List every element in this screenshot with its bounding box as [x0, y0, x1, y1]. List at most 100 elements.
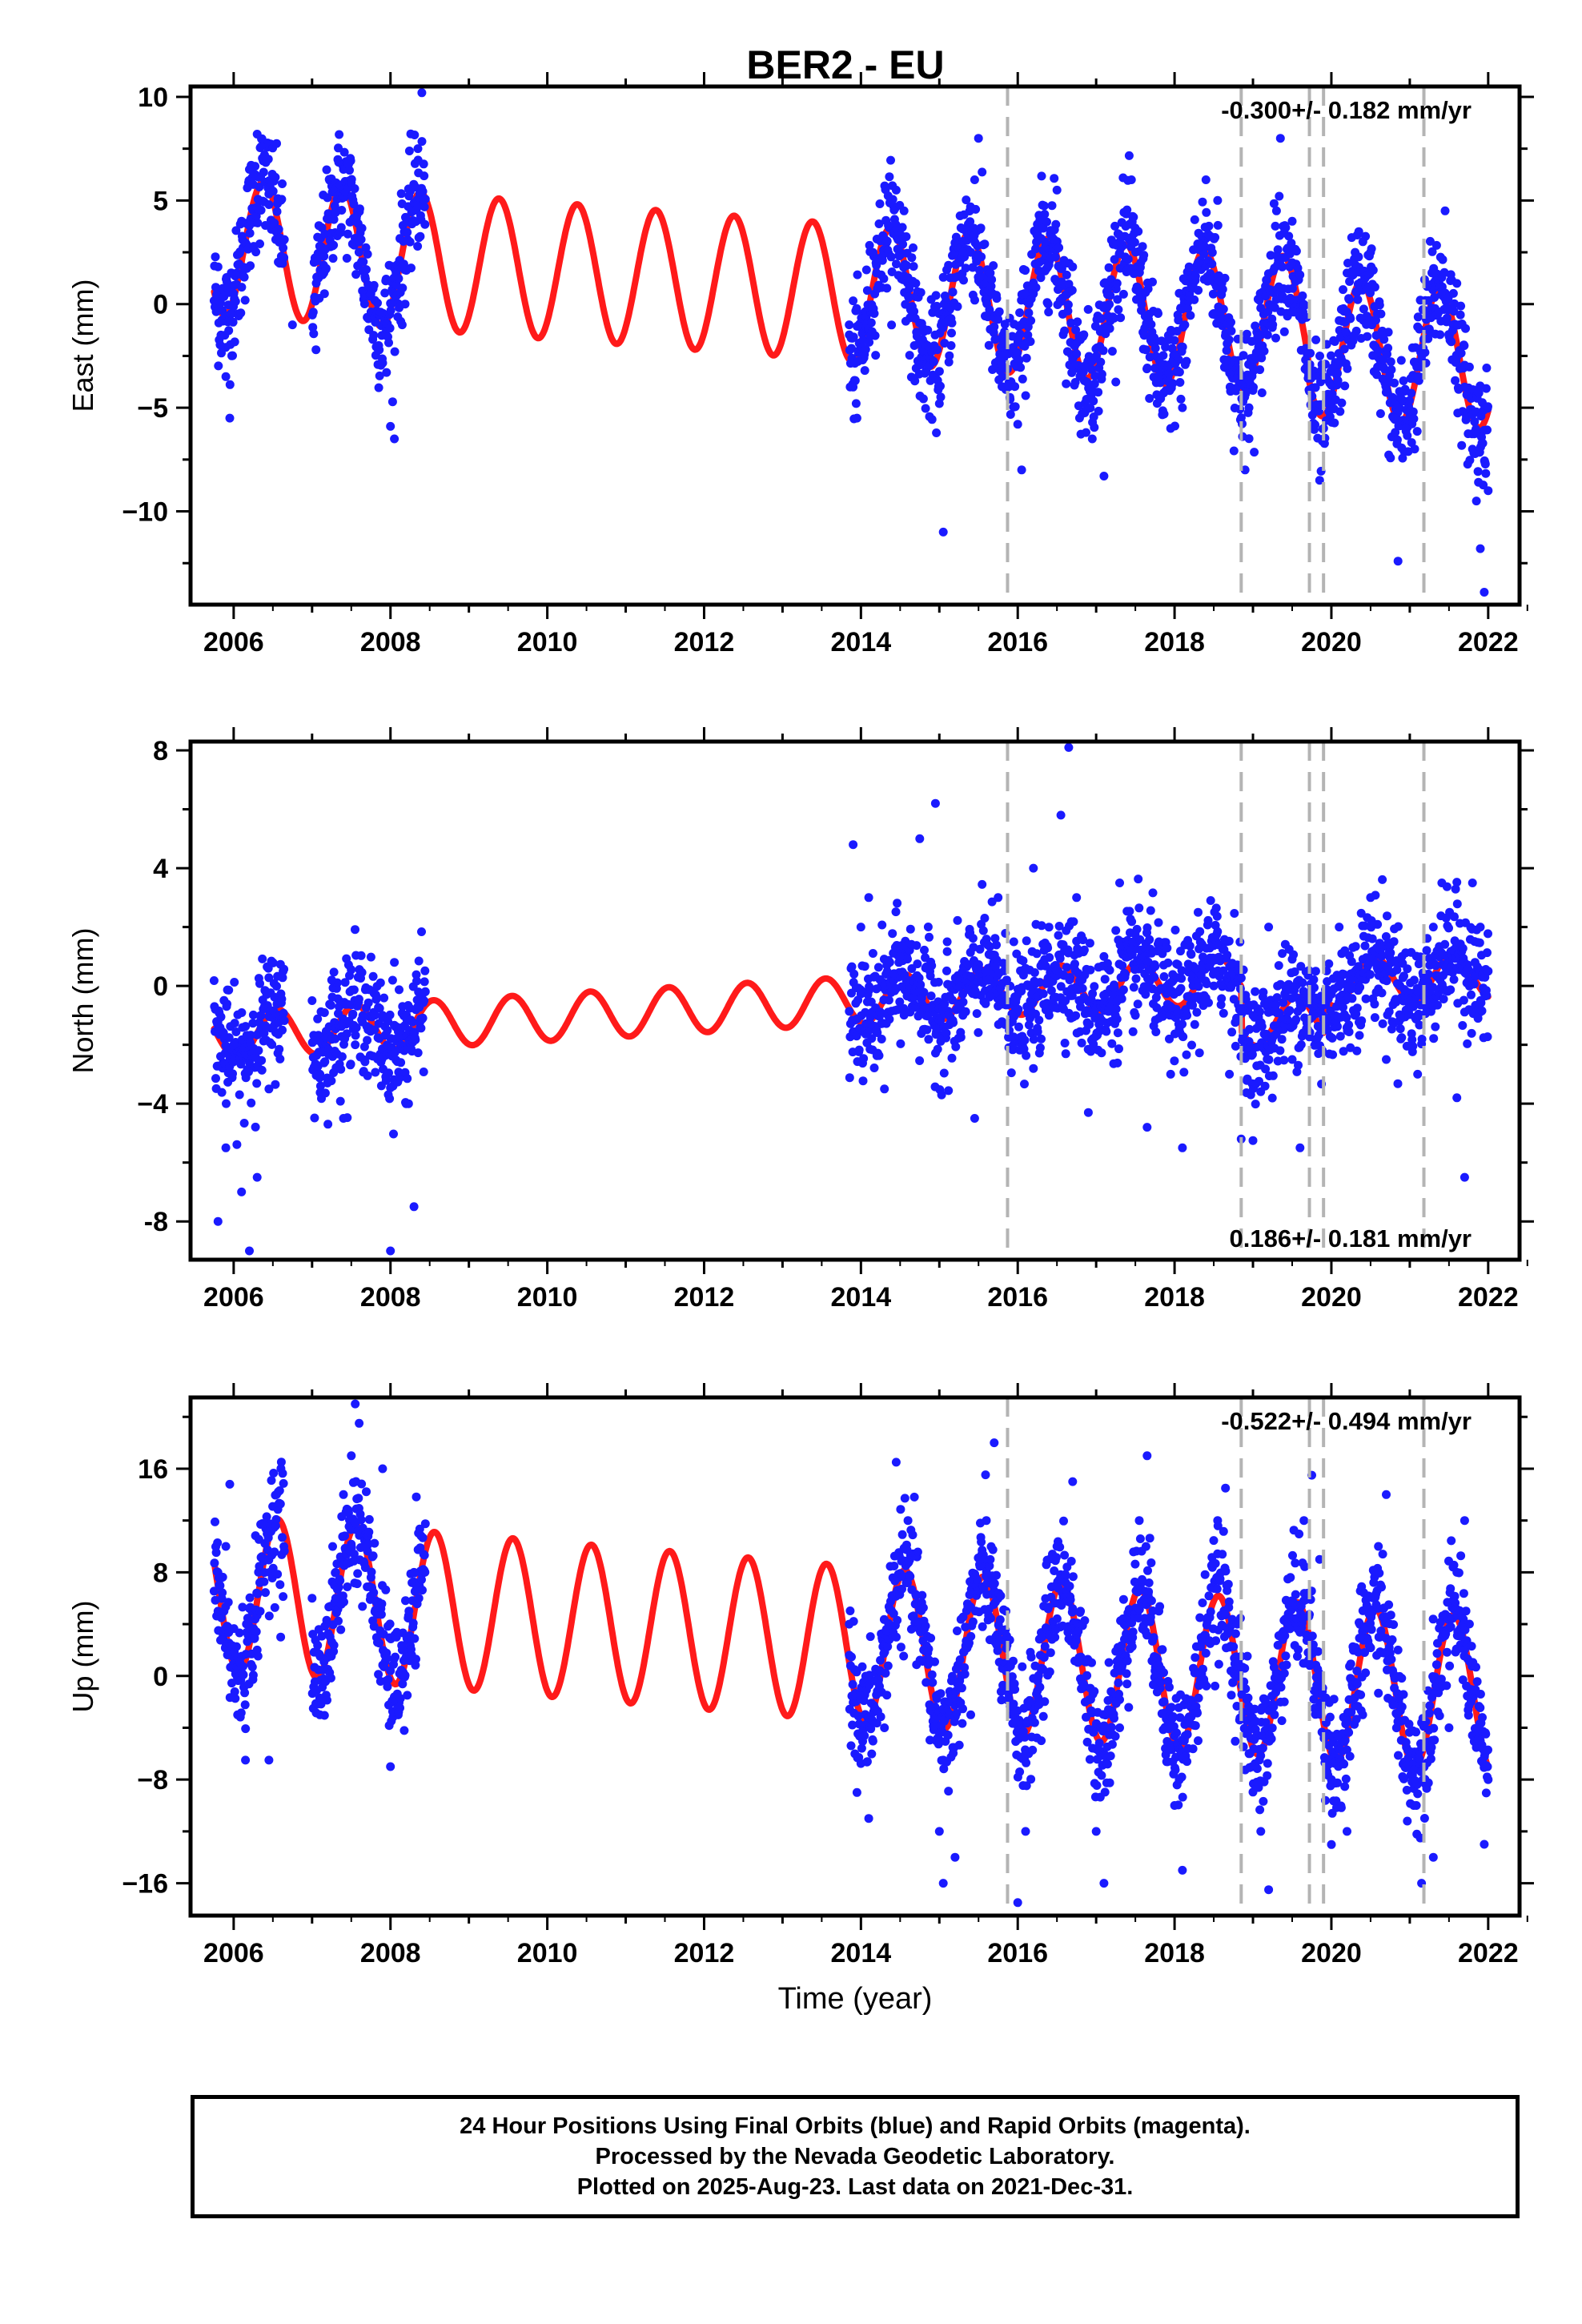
east-data-point — [1146, 320, 1156, 329]
up-data-point — [352, 1579, 362, 1589]
north-data-point — [1056, 810, 1066, 820]
up-data-point — [918, 1603, 928, 1613]
east-data-point — [1269, 199, 1279, 208]
north-data-point — [1100, 975, 1110, 984]
east-data-point — [1072, 349, 1082, 359]
east-data-point — [909, 262, 918, 271]
up-data-point — [953, 1626, 962, 1635]
north-data-point — [1335, 923, 1344, 932]
north-data-point — [396, 1058, 406, 1068]
east-x-tick-label: 2020 — [1301, 627, 1362, 657]
north-data-point — [978, 879, 987, 889]
east-data-point — [984, 340, 994, 350]
east-data-point — [1242, 387, 1251, 396]
up-data-point — [860, 1731, 869, 1740]
up-data-point — [358, 1602, 367, 1611]
east-data-point — [905, 283, 914, 293]
north-data-point — [1060, 1039, 1070, 1047]
east-data-point — [312, 256, 322, 266]
east-data-point — [385, 324, 395, 333]
up-data-point — [958, 1704, 967, 1714]
up-data-point — [897, 1530, 907, 1539]
north-data-point — [1077, 1038, 1086, 1047]
north-data-point — [351, 1031, 360, 1040]
east-data-point — [1392, 435, 1402, 444]
north-data-point — [1043, 943, 1053, 953]
east-data-point — [974, 134, 983, 143]
east-data-point — [1456, 348, 1466, 358]
up-data-point — [240, 1688, 250, 1698]
east-data-point — [419, 159, 428, 169]
up-data-point — [917, 1590, 927, 1600]
up-data-point — [279, 1592, 288, 1602]
up-data-point — [400, 1726, 409, 1735]
north-data-point — [320, 1088, 330, 1098]
east-data-point — [1470, 417, 1480, 426]
north-data-point — [920, 945, 929, 955]
east-data-point — [369, 280, 379, 290]
east-data-point — [386, 421, 396, 431]
east-data-point — [382, 368, 391, 377]
east-data-point — [1204, 221, 1214, 231]
north-data-point — [1350, 1011, 1359, 1020]
east-data-point — [1068, 262, 1078, 271]
up-data-point — [239, 1670, 248, 1679]
east-data-point — [1015, 308, 1025, 317]
north-data-point — [351, 1040, 360, 1050]
east-data-point — [1275, 191, 1284, 201]
north-x-tick-label: 2008 — [360, 1282, 421, 1313]
east-data-point — [1218, 284, 1227, 294]
up-data-point — [264, 1611, 274, 1621]
north-data-point — [1194, 982, 1203, 991]
east-data-point — [1468, 444, 1477, 454]
north-data-point — [1429, 1034, 1439, 1043]
east-data-point — [909, 307, 919, 316]
up-data-point — [362, 1487, 371, 1497]
east-data-point — [231, 226, 241, 235]
north-data-point — [257, 1065, 267, 1075]
east-data-point — [1134, 227, 1143, 236]
north-data-point — [1114, 1044, 1123, 1054]
north-data-point — [893, 899, 902, 908]
east-data-point — [263, 155, 273, 164]
north-data-point — [1344, 1027, 1354, 1036]
east-data-point — [355, 204, 364, 214]
up-data-point — [329, 1640, 339, 1650]
east-data-point — [1067, 286, 1077, 295]
north-data-point — [329, 967, 339, 977]
east-data-point — [417, 88, 427, 98]
east-data-point — [1213, 220, 1223, 230]
north-data-point — [252, 1079, 262, 1088]
north-data-point — [1257, 1022, 1267, 1031]
east-data-point — [872, 268, 881, 278]
east-data-point — [1208, 289, 1218, 299]
east-data-point — [373, 298, 382, 308]
north-data-point — [1029, 1063, 1038, 1073]
north-data-point — [1166, 1069, 1175, 1079]
north-data-point — [275, 1054, 285, 1063]
east-data-point — [1105, 300, 1114, 309]
north-data-point — [315, 1069, 325, 1079]
east-data-point — [375, 371, 384, 380]
east-data-point — [1015, 329, 1025, 339]
north-data-point — [223, 999, 231, 1009]
up-data-point — [223, 1598, 233, 1607]
up-data-point — [326, 1673, 335, 1683]
east-data-point — [1083, 304, 1093, 314]
north-data-point — [873, 963, 883, 972]
east-data-point — [931, 291, 941, 300]
north-data-point — [1186, 950, 1196, 959]
up-data-point — [213, 1538, 223, 1547]
east-data-point — [1037, 171, 1046, 181]
east-data-point — [279, 235, 289, 244]
north-y-tick-label: 8 — [153, 736, 168, 766]
north-data-point — [1022, 936, 1031, 946]
east-data-point — [1330, 418, 1339, 428]
north-data-point — [942, 937, 952, 947]
east-data-point — [990, 322, 999, 332]
east-data-point — [851, 399, 861, 408]
north-data-point — [346, 1059, 355, 1069]
north-data-point — [237, 1008, 247, 1017]
east-data-point — [1124, 151, 1134, 160]
north-data-point — [905, 924, 915, 934]
